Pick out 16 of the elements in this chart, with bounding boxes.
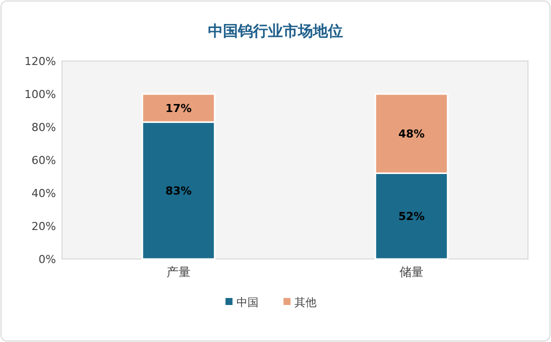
data-label: 83% [165,184,192,198]
legend-label: 其他 [294,296,316,309]
y-tick-label: 20% [32,220,56,233]
data-label: 17% [165,102,192,116]
y-tick-label: 100% [24,88,56,101]
chart-title: 中国钨行业市场地位 [208,22,343,40]
y-tick-label: 120% [24,55,56,68]
x-tick-label: 储量 [400,265,424,279]
legend-label: 中国 [236,296,258,309]
y-tick-label: 60% [32,154,56,167]
data-label: 48% [398,128,425,141]
y-tick-label: 0% [38,253,56,266]
y-tick-label: 40% [32,187,56,200]
data-label: 52% [398,210,425,224]
x-tick-label: 产量 [166,265,190,279]
y-tick-label: 80% [32,121,56,134]
